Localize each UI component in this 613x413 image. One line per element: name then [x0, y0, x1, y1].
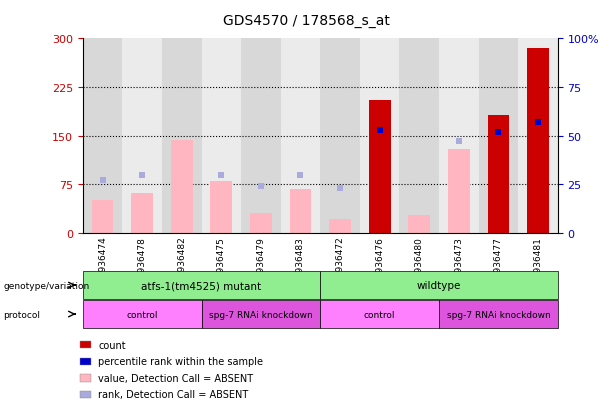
Bar	[210, 182, 232, 233]
Bar	[202, 39, 241, 233]
Bar	[408, 215, 430, 233]
Text: wildtype: wildtype	[417, 280, 461, 290]
Bar	[439, 39, 479, 233]
Text: control: control	[364, 310, 395, 319]
Bar	[448, 149, 470, 233]
Bar	[123, 39, 162, 233]
Text: percentile rank within the sample: percentile rank within the sample	[98, 356, 263, 366]
Bar	[400, 39, 439, 233]
Bar	[527, 49, 549, 233]
Text: control: control	[126, 310, 158, 319]
Bar	[241, 39, 281, 233]
Bar	[250, 214, 272, 233]
Text: protocol: protocol	[3, 310, 40, 319]
Bar	[131, 193, 153, 233]
Text: spg-7 RNAi knockdown: spg-7 RNAi knockdown	[447, 310, 550, 319]
Bar	[171, 141, 192, 233]
Bar	[321, 39, 360, 233]
Text: atfs-1(tm4525) mutant: atfs-1(tm4525) mutant	[142, 280, 262, 290]
Bar	[369, 101, 390, 233]
Text: GDS4570 / 178568_s_at: GDS4570 / 178568_s_at	[223, 14, 390, 28]
Bar	[360, 39, 400, 233]
Bar	[162, 39, 202, 233]
Bar	[281, 39, 321, 233]
Bar	[479, 39, 518, 233]
Text: spg-7 RNAi knockdown: spg-7 RNAi knockdown	[209, 310, 313, 319]
Bar	[83, 39, 123, 233]
Text: rank, Detection Call = ABSENT: rank, Detection Call = ABSENT	[98, 389, 248, 399]
Text: value, Detection Call = ABSENT: value, Detection Call = ABSENT	[98, 373, 253, 383]
Text: count: count	[98, 340, 126, 350]
Bar	[329, 219, 351, 233]
Bar	[92, 201, 113, 233]
Bar	[487, 116, 509, 233]
Text: genotype/variation: genotype/variation	[3, 281, 89, 290]
Bar	[289, 189, 311, 233]
Bar	[518, 39, 558, 233]
